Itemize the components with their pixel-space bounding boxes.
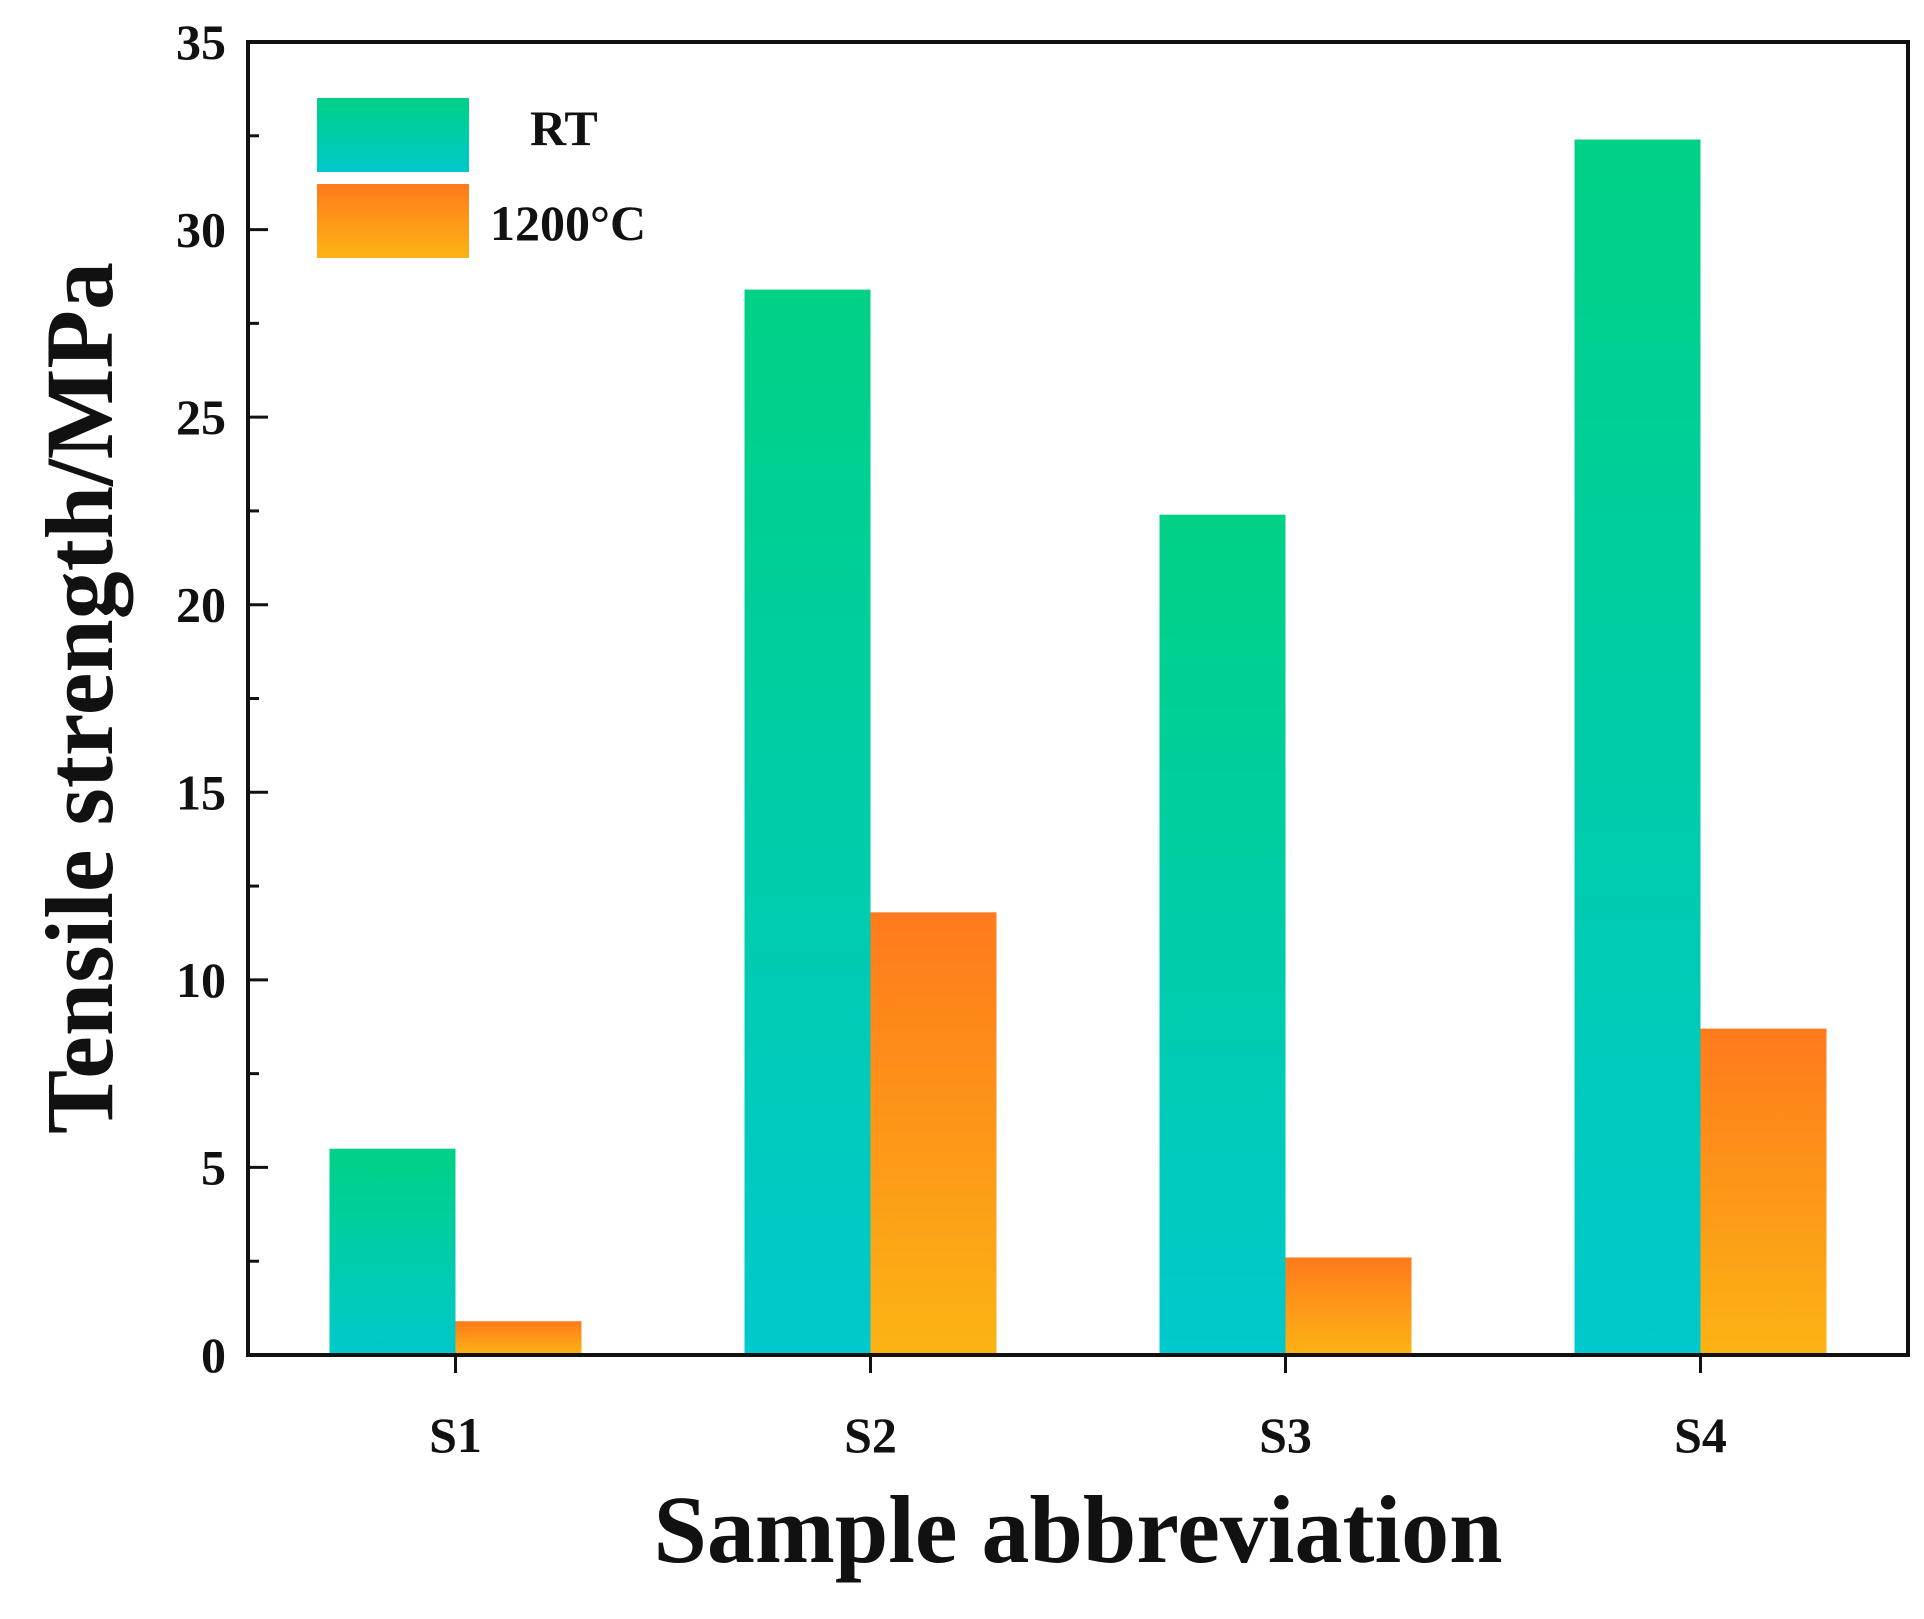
bar-s3-rt bbox=[1159, 514, 1286, 1355]
y-axis-ticks: 0 5 10 15 20 25 30 35 bbox=[176, 14, 268, 1383]
x-tick-label-s3: S3 bbox=[1259, 1407, 1312, 1463]
x-axis-ticks: S1 S2 S3 S4 bbox=[429, 1355, 1727, 1463]
legend-swatch-1200c bbox=[317, 184, 469, 258]
y-tick-label: 35 bbox=[176, 14, 226, 70]
bar-s2-rt bbox=[744, 289, 871, 1356]
bar-s2-1200c bbox=[870, 912, 997, 1355]
y-tick-label: 30 bbox=[176, 202, 226, 258]
x-tick-label-s4: S4 bbox=[1674, 1407, 1727, 1463]
legend: RT 1200°C bbox=[317, 98, 646, 258]
y-tick-label: 20 bbox=[176, 577, 226, 633]
bar-s4-rt bbox=[1574, 139, 1701, 1356]
legend-label-rt: RT bbox=[530, 100, 598, 156]
y-axis-title: Tensile strength/MPa bbox=[26, 262, 133, 1134]
y-tick-label: 0 bbox=[201, 1327, 226, 1383]
x-tick-label-s1: S1 bbox=[429, 1407, 482, 1463]
bars-group bbox=[329, 139, 1827, 1356]
y-tick-label: 5 bbox=[201, 1139, 226, 1195]
bar-s1-rt bbox=[329, 1148, 456, 1355]
x-axis-title: Sample abbreviation bbox=[654, 1476, 1503, 1583]
y-tick-label: 15 bbox=[176, 764, 226, 820]
x-tick-label-s2: S2 bbox=[844, 1407, 897, 1463]
legend-label-1200c: 1200°C bbox=[490, 195, 646, 251]
y-tick-label: 25 bbox=[176, 389, 226, 445]
y-tick-label: 10 bbox=[176, 952, 226, 1008]
bar-s4-1200c bbox=[1700, 1028, 1827, 1355]
bar-s1-1200c bbox=[455, 1321, 582, 1355]
bar-s3-1200c bbox=[1285, 1257, 1412, 1355]
legend-swatch-rt bbox=[317, 98, 469, 172]
